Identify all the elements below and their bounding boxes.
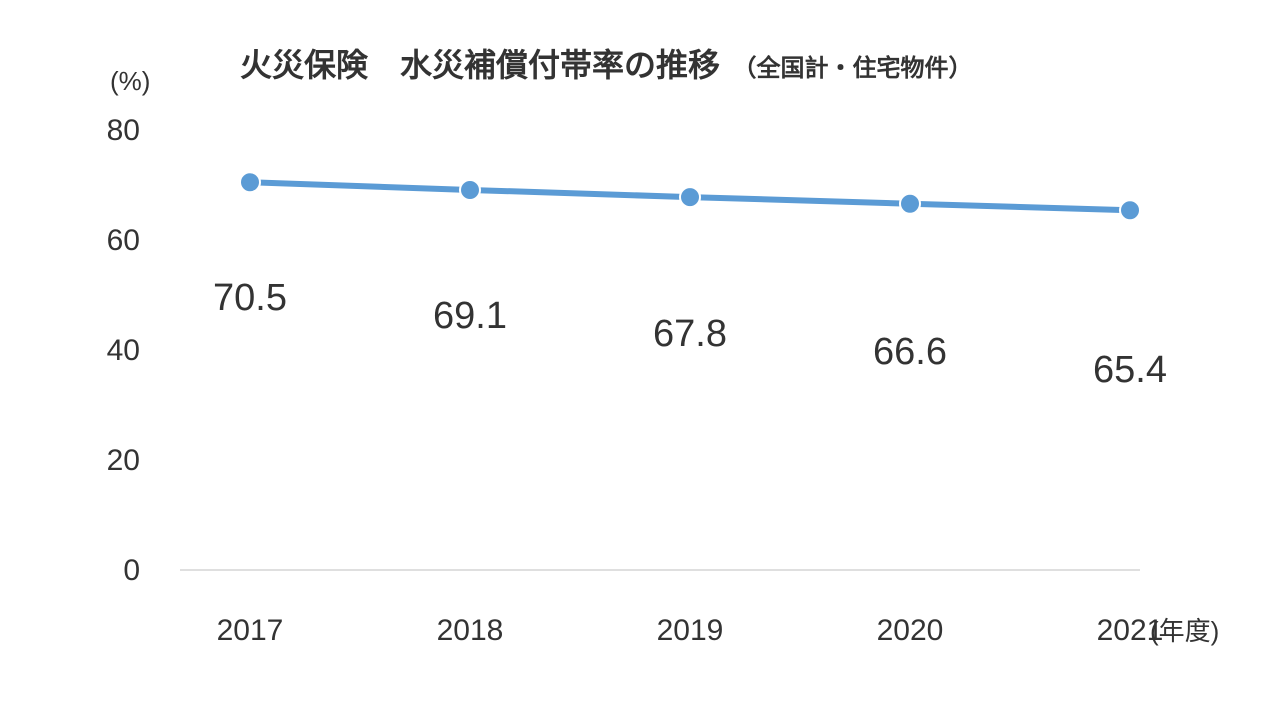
data-marker [900,194,920,214]
data-value-label: 67.8 [653,313,727,355]
data-value-label: 70.5 [213,277,287,319]
x-tick-label: 2017 [217,614,284,647]
data-marker [460,180,480,200]
x-tick-label: 2020 [877,614,944,647]
y-tick-label: 80 [107,114,140,147]
chart-container: 火災保険 水災補償付帯率の推移 （全国計・住宅物件） (%) 0 20 40 60 80 7… [0,0,1280,720]
data-value-label: 69.1 [433,295,507,337]
y-axis-unit-label: (%) [110,66,150,96]
data-value-label: 65.4 [1093,349,1167,391]
chart-title-sub: （全国計・住宅物件） [732,55,972,82]
x-tick-label: 2018 [437,614,504,647]
y-tick-label: 20 [107,444,140,477]
y-tick-label: 40 [107,334,140,367]
chart-title: 火災保険 水災補償付帯率の推移 （全国計・住宅物件） [240,40,972,86]
data-marker [680,187,700,207]
x-axis-unit-label: (年度) [1150,616,1219,646]
data-marker [240,172,260,192]
x-tick-label: 2019 [657,614,724,647]
chart-title-main: 火災保険 水災補償付帯率の推移 [240,47,720,83]
line-chart: (%) 0 20 40 60 80 70.5 2017 69.1 2018 67.8 2019 66.6… [0,0,1280,720]
y-tick-label: 60 [107,224,140,257]
data-value-label: 66.6 [873,331,947,373]
y-tick-label: 0 [123,554,140,587]
data-marker [1120,200,1140,220]
